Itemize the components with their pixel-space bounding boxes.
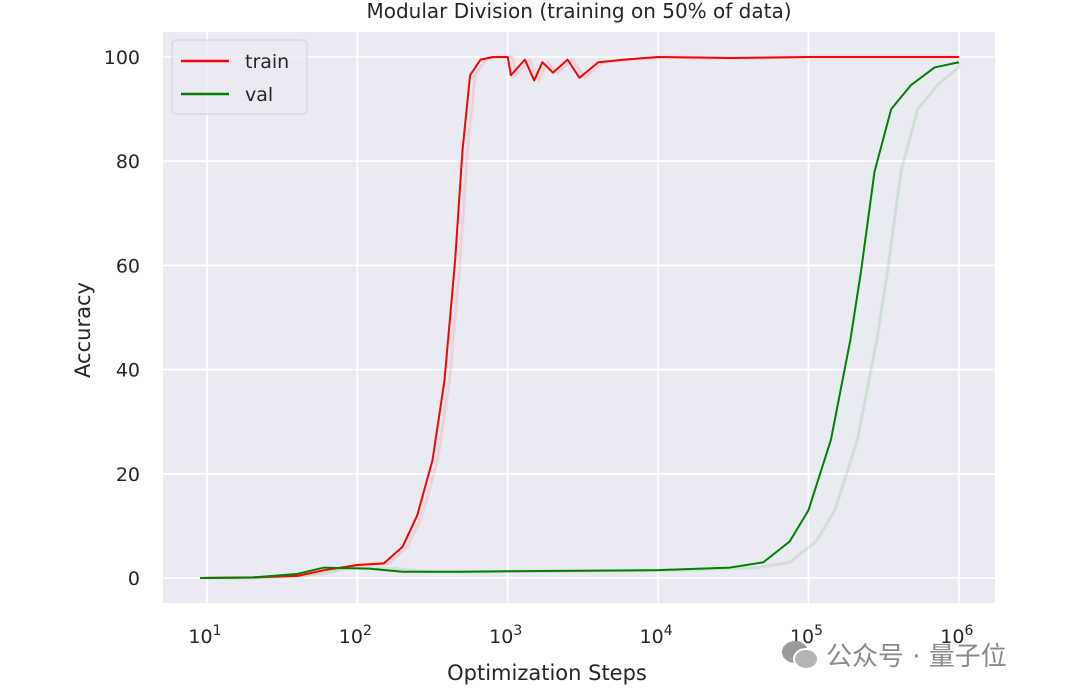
y-tick-label: 20 [116, 464, 140, 486]
wechat-icon [780, 638, 820, 672]
watermark: 公众号 · 量子位 [780, 636, 1007, 673]
x-tick-label: 104 [640, 623, 673, 648]
chart-title: Modular Division (training on 50% of dat… [366, 0, 791, 23]
legend-label-val: val [245, 84, 273, 106]
series-lines [200, 56, 960, 579]
x-tick-label: 101 [188, 623, 221, 648]
legend: train val [171, 39, 308, 115]
y-tick-labels: 0 20 40 60 80 100 [104, 47, 140, 590]
x-tick-label: 103 [489, 623, 522, 648]
x-axis-label: Optimization Steps [447, 661, 647, 685]
y-tick-label: 80 [116, 151, 140, 173]
plot-area [163, 32, 995, 603]
legend-label-train: train [245, 51, 289, 73]
y-tick-label: 100 [104, 47, 140, 69]
watermark-text: 公众号 · 量子位 [826, 642, 1007, 672]
y-tick-label: 0 [128, 568, 140, 590]
val-line [200, 61, 960, 579]
y-tick-label: 40 [116, 360, 140, 382]
x-tick-labels: 101 102 103 104 105 106 [188, 623, 973, 648]
y-tick-label: 60 [116, 255, 140, 277]
train-line [200, 56, 959, 579]
x-tick-label: 102 [339, 623, 372, 648]
x-tick-label: 106 [940, 623, 973, 648]
legend-box [171, 39, 308, 115]
y-axis-label: Accuracy [71, 282, 95, 378]
